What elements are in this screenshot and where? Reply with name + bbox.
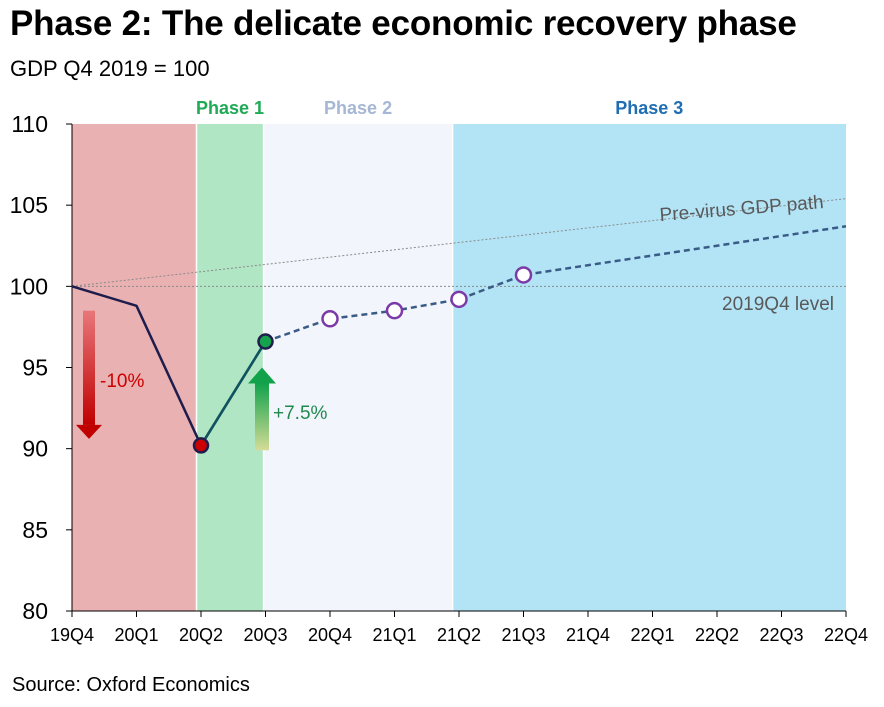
x-tick-label-22Q1: 22Q1	[630, 625, 674, 645]
reference-line-0	[71, 198, 847, 287]
trough-point	[192, 437, 210, 454]
y-tick-label-105: 105	[10, 192, 48, 218]
chart-title: Phase 2: The delicate economic recovery …	[10, 4, 797, 43]
drop-annotation: -10%	[100, 371, 144, 392]
x-tick-label-22Q4: 22Q4	[824, 625, 868, 645]
rise-arrow-head	[248, 367, 276, 384]
x-tick-label-22Q2: 22Q2	[695, 625, 739, 645]
recovery-point	[257, 333, 274, 350]
x-tick-label-20Q2: 20Q2	[179, 625, 223, 645]
phase-3-band	[452, 124, 846, 611]
recovery-segment	[199, 340, 267, 447]
y-tick-label-80: 80	[22, 598, 48, 624]
y-tick-label-110: 110	[11, 111, 48, 137]
rise-annotation: +7.5%	[273, 403, 328, 424]
x-tick-label-20Q1: 20Q1	[114, 625, 158, 645]
x-tick-label-20Q3: 20Q3	[243, 625, 287, 645]
x-tick-label-21Q3: 21Q3	[501, 625, 545, 645]
y-tick-label-100: 100	[10, 273, 48, 299]
x-tick-label-21Q1: 21Q1	[372, 625, 416, 645]
phase-1-band	[196, 124, 264, 611]
forecast-point-20Q4	[321, 310, 339, 328]
x-tick-label-20Q4: 20Q4	[308, 625, 352, 645]
forecast-gdp-line	[265, 225, 847, 343]
phase-2-label: Phase 2	[324, 98, 392, 118]
chart-subtitle: GDP Q4 2019 = 100	[10, 56, 210, 81]
x-tick-label-21Q2: 21Q2	[437, 625, 481, 645]
phase-3-label: Phase 3	[615, 98, 683, 118]
forecast-point-21Q2	[450, 290, 468, 309]
reference-label-level: 2019Q4 level	[722, 294, 834, 315]
forecast-point-21Q1	[385, 301, 404, 320]
source-note: Source: Oxford Economics	[12, 674, 250, 696]
y-tick-label-95: 95	[22, 355, 48, 381]
phase-2-band	[263, 124, 453, 611]
x-tick-label-19Q4: 19Q4	[50, 625, 94, 645]
x-tick-label-21Q4: 21Q4	[566, 625, 610, 645]
drop-arrow-head	[76, 424, 102, 439]
x-tick-label-22Q3: 22Q3	[759, 625, 803, 645]
y-tick-label-90: 90	[22, 436, 48, 462]
phase-1-label: Phase 1	[196, 98, 264, 118]
y-tick-label-85: 85	[22, 517, 48, 543]
forecast-point-21Q3	[514, 266, 533, 284]
drop-arrow-shaft	[83, 310, 95, 425]
rise-arrow-shaft	[255, 383, 269, 451]
